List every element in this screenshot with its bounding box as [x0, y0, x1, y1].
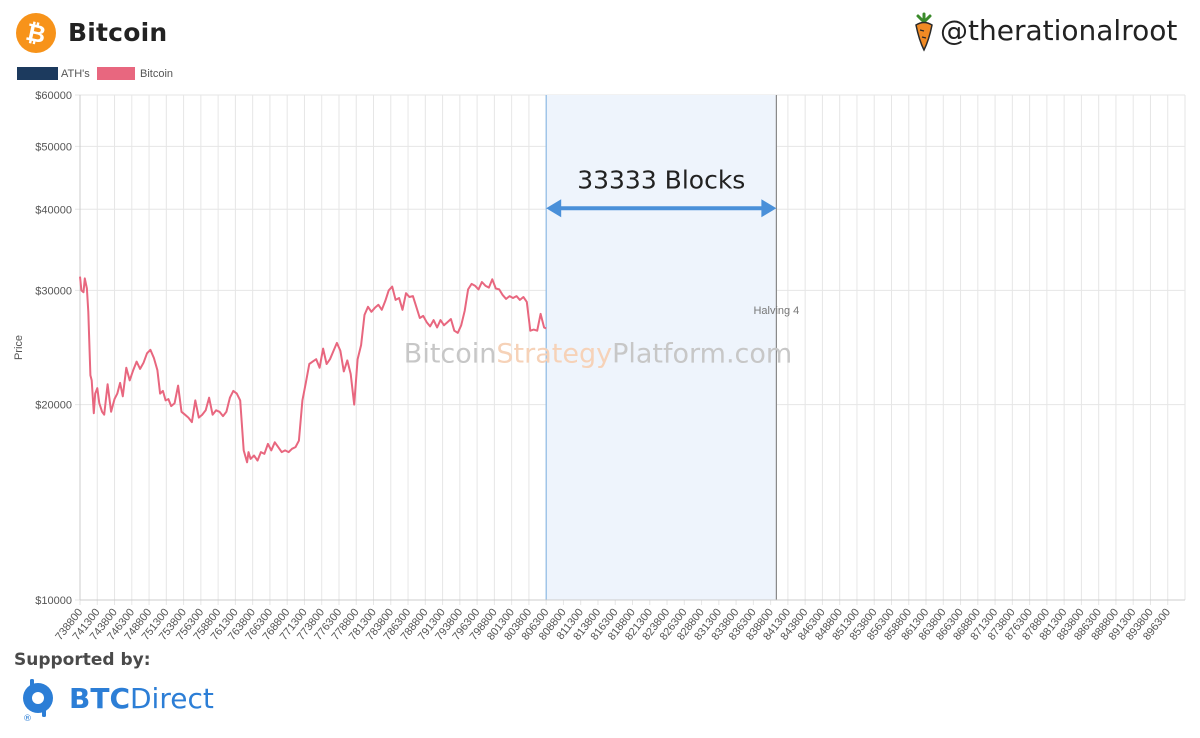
bitcoin-price-line[interactable]	[79, 276, 547, 464]
y-tick-labels: $10000 $20000 $30000 $40000 $50000 $60000	[35, 90, 72, 607]
chart-axes	[79, 95, 1185, 601]
sponsor-name[interactable]: BTCDirect	[69, 682, 214, 715]
y-tick-label: $50000	[35, 141, 72, 153]
halving-label: Halving 4	[753, 305, 799, 317]
y-tick-label: $30000	[35, 285, 72, 297]
y-tick-label: $40000	[35, 204, 72, 216]
svg-text:BitcoinStrategyPlatform.com: BitcoinStrategyPlatform.com	[404, 338, 792, 369]
x-tick-labels: 7388007413007438007463007488007513007538…	[53, 606, 1173, 642]
sponsor-name-part-2: Direct	[130, 682, 214, 715]
supported-by-label: Supported by:	[14, 650, 151, 670]
watermark-part-3: Platform.com	[612, 338, 792, 369]
y-axis-label: Price	[13, 335, 25, 360]
y-tick-label: $60000	[35, 90, 72, 102]
carrot-icon	[915, 12, 933, 52]
page-title: Bitcoin	[68, 18, 168, 47]
range-arrow	[546, 199, 777, 218]
legend-swatch-bitcoin[interactable]	[97, 67, 135, 80]
range-label: 33333 Blocks	[577, 165, 745, 194]
watermark-part-1: Bitcoin	[404, 338, 497, 369]
bitcoin-logo-icon: ₿	[16, 13, 56, 53]
sponsor-name-part-1: BTC	[69, 682, 130, 715]
arrow-head-left	[546, 199, 562, 218]
watermark: BitcoinStrategyPlatform.com	[404, 338, 792, 369]
arrow-head-right	[761, 199, 777, 218]
y-tick-label: $10000	[35, 595, 72, 607]
watermark-part-2: Strategy	[496, 338, 612, 369]
chart-legend: ATH's Bitcoin	[17, 67, 173, 80]
legend-label-ath: ATH's	[61, 68, 90, 80]
social-handle[interactable]: @therationalroot	[940, 14, 1178, 47]
legend-swatch-ath[interactable]	[17, 67, 58, 80]
y-tick-label: $20000	[35, 400, 72, 412]
header: ₿ Bitcoin @therationalroot	[0, 0, 1200, 62]
range-highlight	[546, 95, 777, 600]
btcdirect-logo-icon[interactable]: ®	[18, 676, 58, 722]
price-chart: ATH's Bitcoin BitcoinStrategyPlatform.co…	[13, 67, 1186, 643]
legend-label-bitcoin: Bitcoin	[140, 68, 173, 80]
svg-text:®: ®	[23, 714, 32, 722]
